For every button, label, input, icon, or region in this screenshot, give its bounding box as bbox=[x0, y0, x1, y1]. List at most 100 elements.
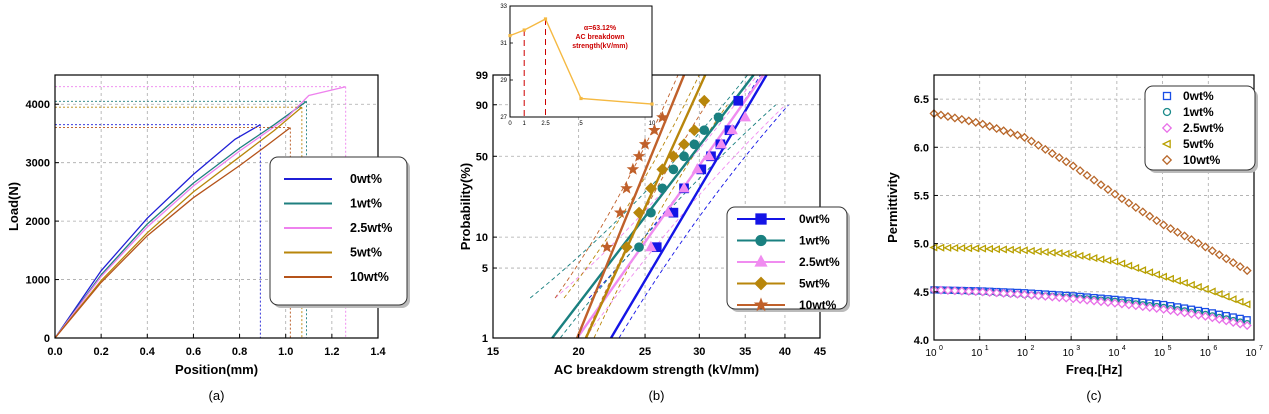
legend-label-2.5wt%: 2.5wt% bbox=[799, 255, 840, 269]
data-point-10wt% bbox=[626, 162, 640, 175]
x-tick-label-base: 10 bbox=[925, 348, 937, 359]
data-point-2.5wt% bbox=[1068, 294, 1078, 304]
x-tick-label-exponent: 3 bbox=[1076, 345, 1080, 352]
data-point-5wt% bbox=[620, 241, 633, 254]
legend-marker-0wt% bbox=[1162, 91, 1172, 101]
inset-data-point bbox=[522, 28, 526, 32]
data-point-10wt% bbox=[1068, 161, 1078, 171]
legend-label-1wt%: 1wt% bbox=[799, 234, 830, 248]
data-point-5wt% bbox=[688, 124, 701, 137]
data-point-2.5wt% bbox=[957, 286, 967, 296]
y-axis-label: Load(N) bbox=[6, 182, 21, 231]
x-tick-label-exponent: 6 bbox=[1213, 345, 1217, 352]
inset-data-point bbox=[650, 102, 654, 106]
data-point-2.5wt% bbox=[971, 287, 981, 297]
data-point-5wt% bbox=[1228, 295, 1237, 304]
data-point-5wt% bbox=[1131, 263, 1140, 272]
data-point-10wt% bbox=[1221, 254, 1231, 264]
data-point-5wt% bbox=[1207, 287, 1216, 296]
data-point-2.5wt% bbox=[739, 111, 751, 122]
legend-marker-1wt% bbox=[755, 234, 767, 247]
legend-marker-0wt% bbox=[755, 213, 767, 225]
x-tick-label: 40 bbox=[779, 346, 791, 358]
data-point-10wt% bbox=[1019, 132, 1029, 142]
data-point-10wt% bbox=[985, 121, 995, 131]
data-point-5wt% bbox=[1054, 249, 1063, 258]
legend-label-10wt%: 10wt% bbox=[1183, 153, 1221, 167]
y-tick-label: 5.5 bbox=[914, 190, 929, 202]
inset-x-tick-label: 2.5 bbox=[541, 121, 550, 127]
x-tick-label-base: 10 bbox=[1200, 348, 1212, 359]
data-point-10wt% bbox=[1082, 170, 1092, 180]
data-point-5wt% bbox=[1089, 254, 1098, 263]
fit-line-5wt% bbox=[584, 74, 707, 339]
legend-label-10wt%: 10wt% bbox=[799, 298, 837, 312]
data-point-2.5wt% bbox=[1033, 291, 1043, 301]
data-point-2.5wt% bbox=[1075, 294, 1085, 305]
data-point-5wt% bbox=[984, 244, 994, 253]
data-point-1wt% bbox=[668, 164, 679, 175]
legend-marker-2.5wt% bbox=[1161, 122, 1173, 134]
data-point-10wt% bbox=[1200, 242, 1210, 252]
y-tick-label: 5 bbox=[482, 263, 488, 275]
legend-label-0wt%: 0wt% bbox=[350, 172, 382, 186]
data-point-2.5wt% bbox=[992, 288, 1002, 298]
data-point-10wt% bbox=[1145, 211, 1155, 221]
inset-frame bbox=[509, 5, 653, 118]
data-point-5wt% bbox=[644, 182, 657, 195]
x-tick-label-exponent: 5 bbox=[1168, 345, 1172, 352]
data-point-2.5wt% bbox=[1117, 299, 1127, 309]
legend-marker-5wt% bbox=[1161, 139, 1171, 149]
y-tick-label: 6.5 bbox=[914, 94, 929, 106]
data-point-2.5wt% bbox=[1082, 295, 1092, 305]
legend-label-5wt%: 5wt% bbox=[799, 277, 830, 291]
data-point-10wt% bbox=[1075, 166, 1085, 176]
inset-data-point bbox=[508, 34, 512, 38]
panel-label: (a) bbox=[209, 388, 225, 403]
data-point-5wt% bbox=[1047, 248, 1056, 257]
data-point-2.5wt% bbox=[678, 181, 690, 193]
data-point-2.5wt% bbox=[662, 206, 674, 217]
y-tick-label: 1000 bbox=[26, 275, 50, 287]
data-point-5wt% bbox=[1235, 297, 1244, 306]
data-point-2.5wt% bbox=[985, 287, 995, 297]
x-tick-label-exponent: 4 bbox=[1122, 345, 1126, 352]
data-point-2.5wt% bbox=[1193, 310, 1203, 320]
data-point-5wt% bbox=[656, 163, 669, 176]
data-point-10wt% bbox=[1054, 153, 1064, 163]
legend-marker-10wt% bbox=[1161, 154, 1173, 166]
legend-label-10wt%: 10wt% bbox=[350, 270, 389, 284]
data-point-10wt% bbox=[613, 206, 627, 219]
legend-label-5wt%: 5wt% bbox=[1183, 137, 1214, 151]
data-point-5wt% bbox=[1110, 257, 1119, 266]
panel-label: (c) bbox=[1086, 388, 1101, 403]
data-point-1wt% bbox=[713, 112, 724, 123]
data-point-5wt% bbox=[1026, 246, 1035, 255]
confidence-bound-lower-5wt% bbox=[563, 74, 700, 299]
data-point-5wt% bbox=[1193, 282, 1202, 292]
x-tick-label-exponent: 0 bbox=[939, 345, 943, 352]
data-point-2.5wt% bbox=[1235, 319, 1245, 329]
data-point-10wt% bbox=[600, 240, 614, 253]
data-point-2.5wt% bbox=[1019, 290, 1029, 300]
data-point-10wt% bbox=[1235, 262, 1245, 272]
panel-label: (b) bbox=[649, 388, 665, 403]
data-point-5wt% bbox=[667, 150, 680, 163]
fit-line-0wt% bbox=[609, 74, 768, 339]
data-point-10wt% bbox=[992, 124, 1002, 134]
legend-label-0wt%: 0wt% bbox=[799, 212, 830, 226]
data-point-5wt% bbox=[1012, 245, 1021, 255]
legend-marker-2.5wt% bbox=[754, 254, 768, 267]
inset-y-tick-label: 27 bbox=[500, 115, 507, 121]
data-point-1wt% bbox=[679, 151, 689, 162]
data-point-5wt% bbox=[1068, 250, 1077, 259]
data-point-5wt% bbox=[1179, 278, 1188, 287]
x-tick-label: 45 bbox=[814, 346, 826, 358]
x-tick-label-base: 10 bbox=[1063, 348, 1075, 359]
data-point-2.5wt% bbox=[1061, 293, 1071, 303]
plot-frame bbox=[933, 74, 1255, 341]
y-tick-label: 1 bbox=[482, 333, 488, 345]
data-point-10wt% bbox=[1061, 157, 1071, 167]
x-tick-label: 25 bbox=[639, 346, 651, 358]
